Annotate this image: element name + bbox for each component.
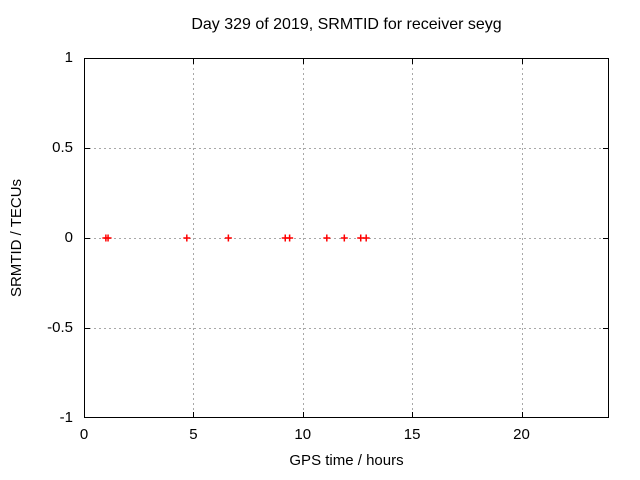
data-point-plus	[286, 234, 294, 242]
y-tick-label: 0.5	[52, 139, 73, 156]
x-axis-label: GPS time / hours	[289, 452, 404, 469]
chart-title: Day 329 of 2019, SRMTID for receiver sey…	[191, 16, 502, 33]
y-axis-label: SRMTID / TECUs	[8, 178, 25, 298]
y-tick-label: -0.5	[47, 319, 73, 336]
plot-border	[84, 58, 609, 418]
data-point-plus	[224, 234, 232, 242]
plot-area	[84, 58, 609, 418]
data-point-plus	[323, 234, 331, 242]
data-point-plus	[362, 234, 370, 242]
x-tick-label: 20	[513, 426, 530, 443]
data-point-plus	[104, 234, 112, 242]
plot-svg	[84, 58, 609, 418]
x-tick-label: 0	[79, 426, 89, 443]
y-tick-label: 1	[64, 49, 73, 66]
data-point-plus	[340, 234, 348, 242]
x-tick-label: 15	[403, 426, 421, 443]
data-point-plus	[183, 234, 191, 242]
x-tick-label: 5	[189, 426, 198, 443]
x-tick-label: 10	[294, 426, 312, 443]
y-tick-label: 0	[64, 229, 73, 246]
y-tick-label: -1	[59, 409, 73, 426]
